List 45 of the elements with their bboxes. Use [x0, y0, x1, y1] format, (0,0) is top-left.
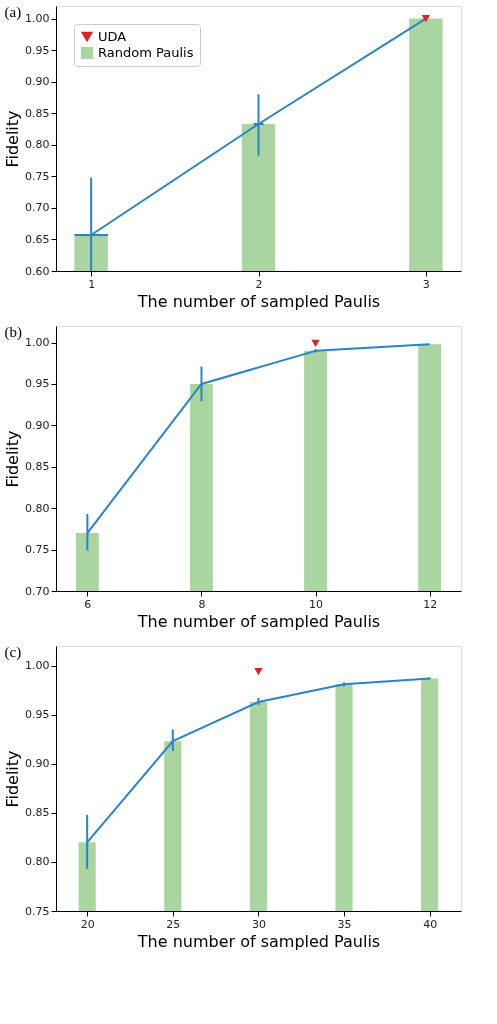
y-tick-label: 1.00: [25, 659, 50, 673]
x-axis-title: The number of sampled Paulis: [136, 291, 381, 311]
legend-label: Random Paulis: [98, 45, 194, 60]
y-tick-label: 0.80: [25, 855, 50, 869]
x-axis-title: The number of sampled Paulis: [136, 611, 381, 631]
y-tick-label: 0.75: [25, 904, 50, 918]
chart-title: (a): [4, 4, 22, 21]
x-tick-label: 1: [88, 277, 96, 291]
x-tick-label: 6: [84, 597, 92, 611]
x-tick-label: 3: [422, 277, 430, 291]
x-axis-title: The number of sampled Paulis: [136, 931, 381, 951]
y-axis-title: Fidelity: [3, 430, 23, 488]
y-axis-title: Fidelity: [3, 110, 23, 168]
y-tick-label: 0.85: [25, 460, 50, 474]
y-tick-label: 0.75: [25, 169, 50, 183]
x-tick-label: 2: [255, 277, 263, 291]
x-tick-label: 35: [337, 917, 352, 931]
y-tick-label: 0.80: [25, 501, 50, 515]
y-tick-label: 0.60: [25, 264, 50, 278]
x-tick-label: 8: [198, 597, 206, 611]
chart-title: (c): [4, 644, 22, 661]
x-tick-label: 20: [80, 917, 95, 931]
y-tick-label: 0.95: [25, 377, 50, 391]
x-tick-label: 30: [251, 917, 266, 931]
y-tick-label: 0.85: [25, 106, 50, 120]
y-tick-label: 0.85: [25, 806, 50, 820]
y-axis-title: Fidelity: [3, 750, 23, 808]
y-tick-label: 0.70: [25, 584, 50, 598]
x-tick-label: 40: [423, 917, 438, 931]
legend-label: UDA: [98, 29, 127, 44]
x-tick-label: 25: [166, 917, 181, 931]
y-tick-label: 0.80: [25, 138, 50, 152]
y-tick-label: 0.90: [25, 75, 50, 89]
y-tick-label: 0.90: [25, 418, 50, 432]
y-tick-label: 0.70: [25, 201, 50, 215]
chart-title: (b): [4, 324, 23, 341]
y-tick-label: 1.00: [25, 12, 50, 26]
y-tick-label: 0.75: [25, 543, 50, 557]
x-tick-label: 12: [423, 597, 438, 611]
x-tick-label: 10: [309, 597, 324, 611]
y-tick-label: 0.95: [25, 43, 50, 57]
y-tick-label: 1.00: [25, 336, 50, 350]
y-tick-label: 0.90: [25, 757, 50, 771]
y-tick-label: 0.95: [25, 708, 50, 722]
y-tick-label: 0.65: [25, 232, 50, 246]
